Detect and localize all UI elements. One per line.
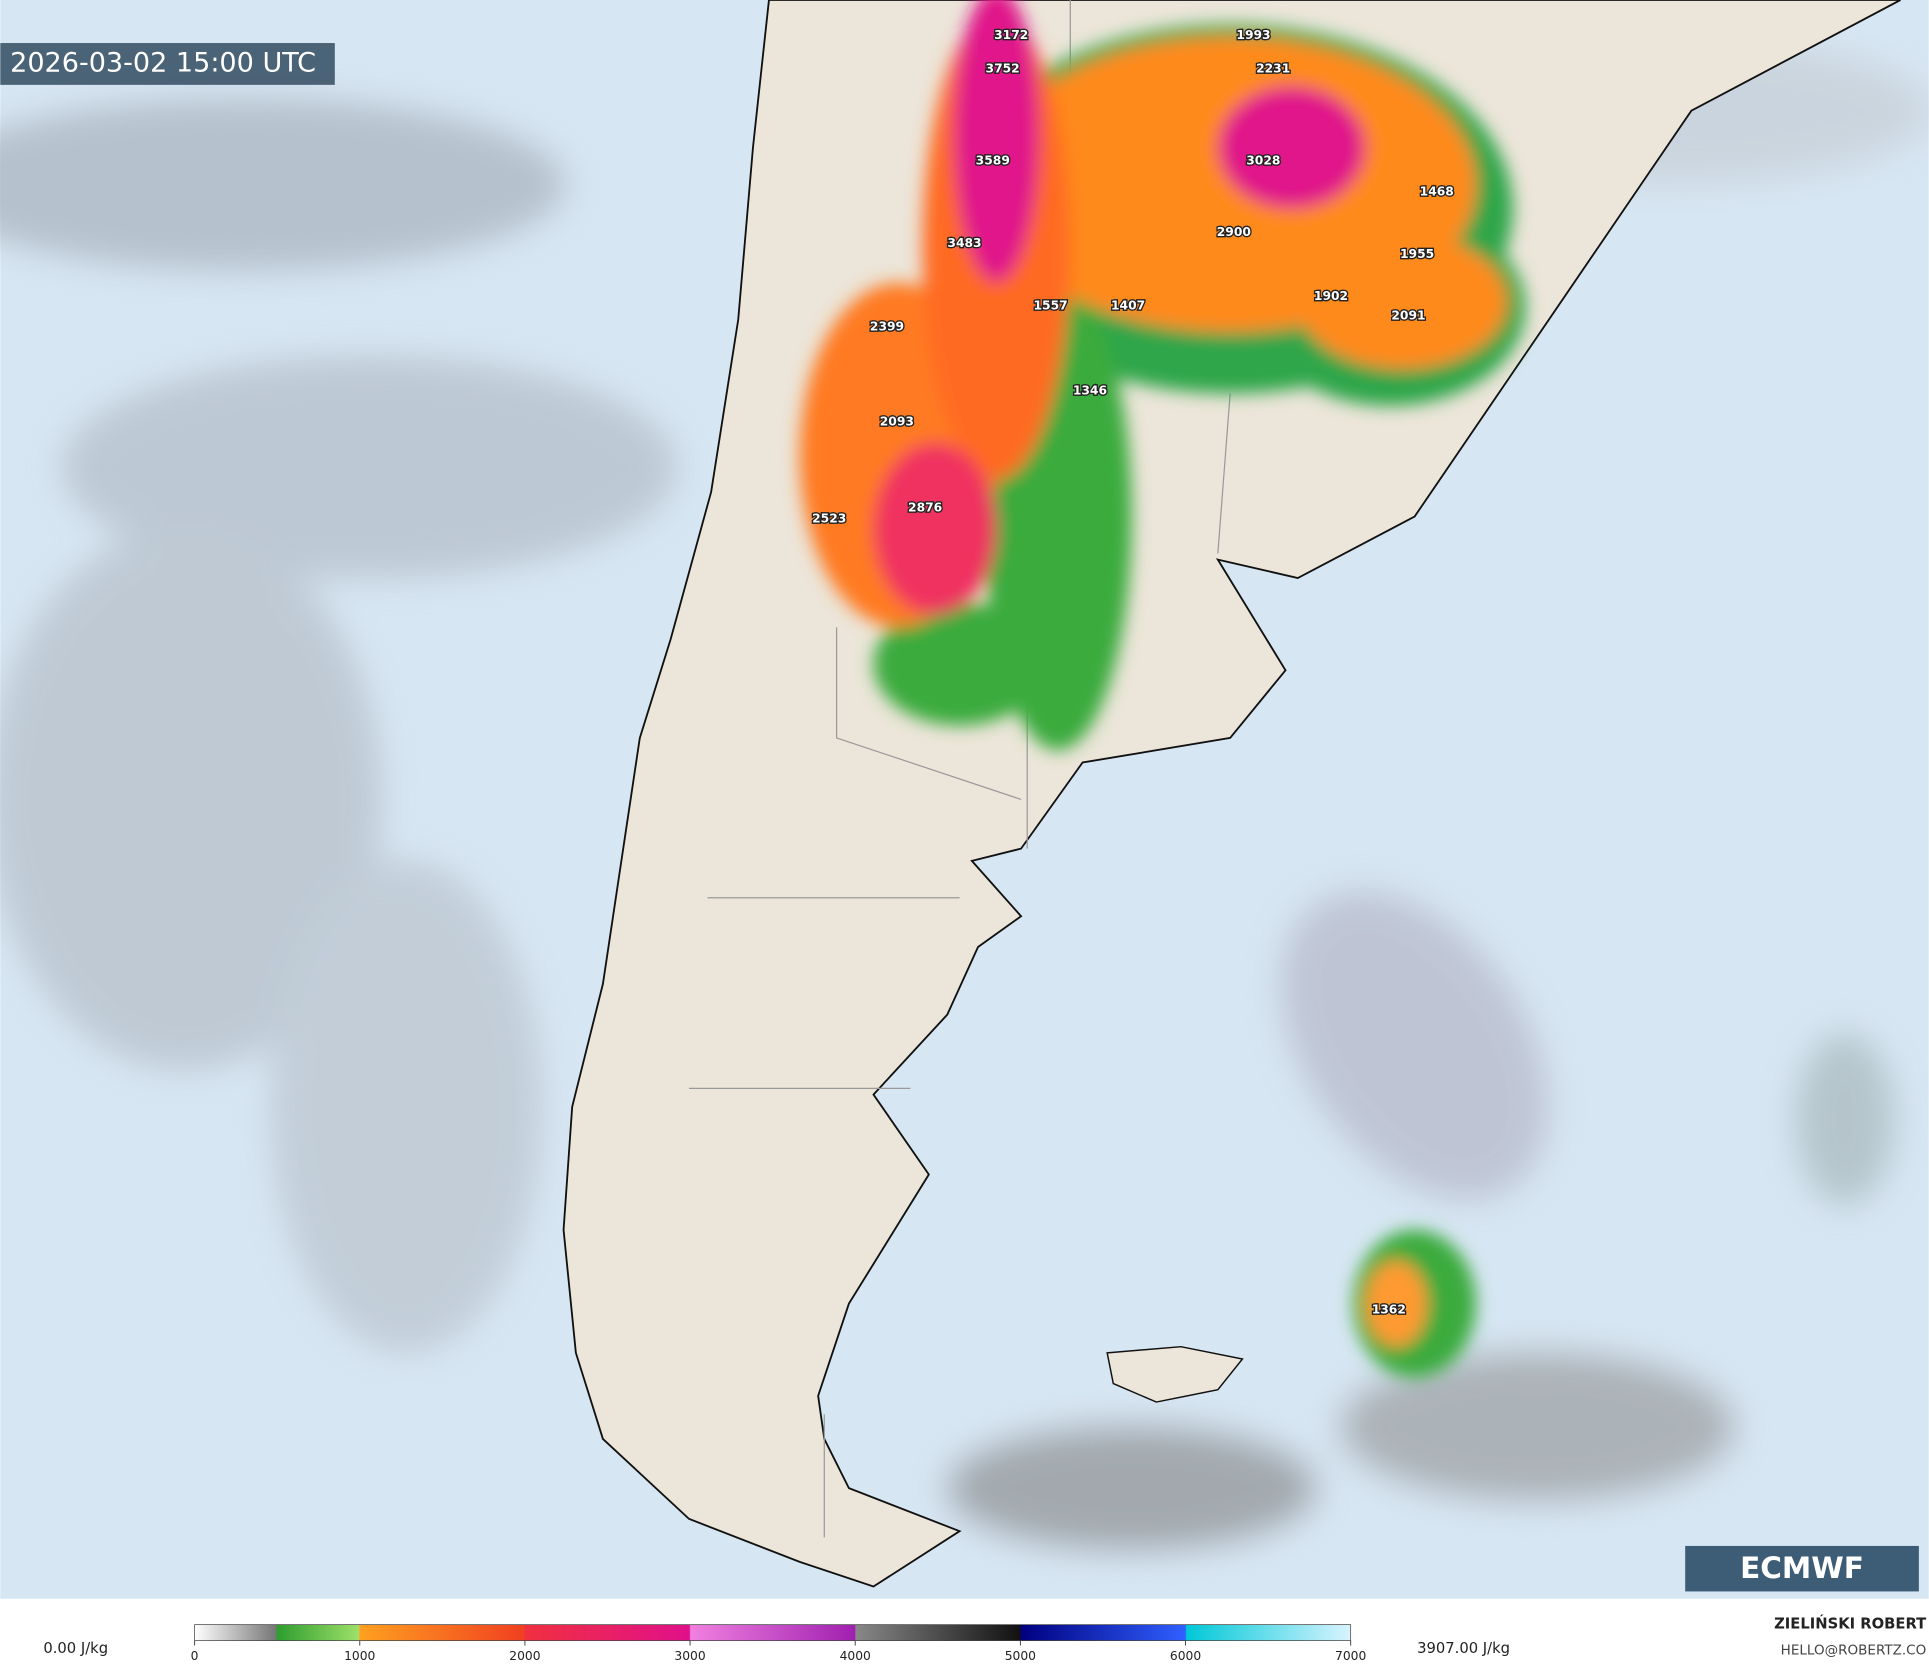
colorbar-tick-label: 3000 xyxy=(674,1649,705,1663)
cape-labels: 3172 3752 1993 2231 3589 3028 1468 2900 3483 1955… xyxy=(811,27,1455,1318)
colorbar-tick-label: 2000 xyxy=(509,1649,540,1663)
contact: HELLO@ROBERTZ.CO xyxy=(1781,1642,1927,1658)
cape-label: 1407 xyxy=(1111,299,1145,313)
author: ZIELIŃSKI ROBERT xyxy=(1774,1615,1926,1633)
cape-label: 3028 xyxy=(1246,154,1280,168)
cape-label: 2091 xyxy=(1391,309,1425,323)
cape-label: 3752 xyxy=(986,61,1020,75)
cape-label: 1557 xyxy=(1033,299,1067,313)
cape-label: 2523 xyxy=(812,512,846,526)
cape-label: 3483 xyxy=(947,236,981,250)
timestamp: 2026-03-02 15:00 UTC xyxy=(10,47,316,78)
colorbar-tick-label: 7000 xyxy=(1335,1649,1366,1663)
cape-shading xyxy=(799,0,1526,1378)
falkland-islands xyxy=(1106,1345,1244,1403)
colorbar-min-label: 0.00 J/kg xyxy=(43,1640,108,1657)
colorbar-max-label: 3907.00 J/kg xyxy=(1417,1640,1510,1657)
colorbar-tick-label: 1000 xyxy=(344,1649,375,1663)
colorbar-tick-label: 0 xyxy=(191,1649,199,1663)
cape-label: 2399 xyxy=(870,320,904,334)
logo: ECMWF xyxy=(1740,1551,1864,1585)
cape-label: 2093 xyxy=(880,414,914,428)
colorbar-tick-label: 4000 xyxy=(840,1649,871,1663)
colorbar-tick-label: 6000 xyxy=(1170,1649,1201,1663)
cape-label: 1362 xyxy=(1372,1302,1406,1316)
colorbar xyxy=(194,1624,1352,1642)
cape-label: 2900 xyxy=(1217,225,1251,239)
cape-label: 1902 xyxy=(1314,289,1348,303)
cape-label: 3172 xyxy=(994,28,1028,42)
colorbar-tick-label: 5000 xyxy=(1005,1649,1036,1663)
timestamp-box xyxy=(0,43,335,85)
cape-label: 1346 xyxy=(1073,384,1107,398)
logo-box xyxy=(1685,1545,1919,1592)
cape-label: 2876 xyxy=(908,500,942,514)
cape-label: 1993 xyxy=(1236,28,1270,42)
cape-label: 1468 xyxy=(1420,184,1454,198)
cape-label: 3589 xyxy=(976,154,1010,168)
cape-label: 1955 xyxy=(1400,247,1434,261)
cape-label: 2231 xyxy=(1256,61,1290,75)
